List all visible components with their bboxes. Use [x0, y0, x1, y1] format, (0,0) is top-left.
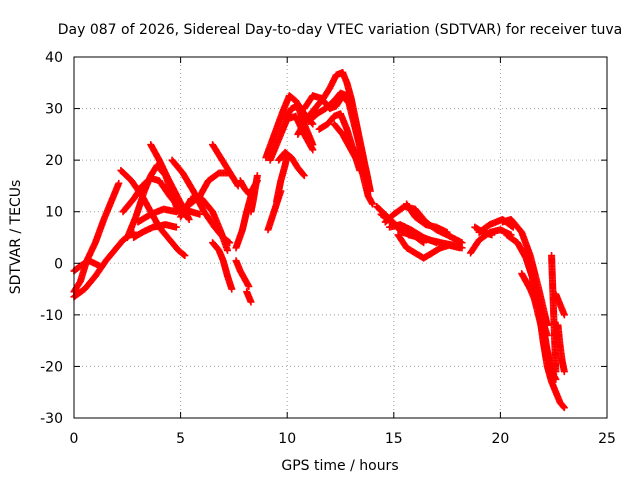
data-point: [552, 375, 560, 383]
y-tick-label: 0: [54, 256, 63, 272]
series-track-3: [70, 257, 104, 275]
data-point: [224, 246, 232, 254]
series-track-15: [232, 257, 253, 290]
series-track-37: [403, 200, 451, 236]
x-tick-label: 5: [176, 431, 185, 447]
y-tick-label: 30: [45, 102, 63, 118]
series-track-36: [394, 231, 464, 262]
series-track-50: [518, 270, 551, 339]
series-track-16: [243, 288, 255, 306]
data-points: [70, 68, 568, 412]
data-point: [228, 285, 236, 293]
y-tick-label: -30: [40, 411, 63, 427]
data-point: [368, 200, 376, 208]
series-track-18: [247, 172, 261, 216]
series-track-11: [177, 195, 232, 254]
data-point: [180, 251, 188, 259]
y-tick-label: -10: [40, 308, 63, 324]
series-track-12: [209, 239, 236, 293]
data-point: [247, 298, 255, 306]
data-point: [560, 403, 568, 411]
data-point: [366, 187, 374, 195]
plot-frame: [73, 56, 608, 419]
data-point: [196, 210, 204, 218]
data-point: [300, 172, 308, 180]
y-tick-label: -20: [40, 359, 63, 375]
series-track-43: [471, 223, 496, 239]
data-point: [488, 231, 496, 239]
y-axis-label: SDTVAR / TECUs: [8, 180, 24, 295]
x-tick-label: 0: [70, 431, 79, 447]
series-track-31: [351, 146, 376, 208]
data-point: [443, 228, 451, 236]
series-track-19: [262, 92, 317, 162]
data-point: [172, 223, 180, 231]
data-point: [458, 239, 466, 247]
series-track-24: [275, 148, 308, 180]
x-tick-label: 15: [385, 431, 403, 447]
x-tick-label: 10: [278, 431, 296, 447]
series-track-6: [130, 221, 180, 241]
x-tick-label: 20: [491, 431, 509, 447]
data-point: [309, 120, 317, 128]
series-track-28: [305, 89, 364, 149]
y-tick-labels: -30 -20 -10 0 10 20 30 40: [40, 50, 63, 427]
axis-ticks: [73, 56, 608, 419]
data-point: [560, 368, 568, 376]
x-tick-labels: 0 5 10 15 20 25: [70, 431, 616, 447]
x-tick-label: 25: [598, 431, 616, 447]
data-point: [245, 282, 253, 290]
data-point: [552, 368, 560, 376]
series-track-23: [264, 187, 285, 234]
series-track-49: [554, 321, 568, 376]
data-point: [115, 179, 123, 187]
series-track-48: [552, 290, 568, 319]
series-track-38: [386, 221, 440, 247]
y-tick-label: 40: [45, 50, 63, 66]
data-point: [560, 404, 568, 412]
data-point: [277, 187, 285, 195]
data-point: [432, 239, 440, 247]
data-point: [456, 244, 464, 252]
series-track-39: [467, 226, 515, 257]
y-tick-label: 20: [45, 153, 63, 169]
series-track-2: [70, 228, 138, 301]
series-track-32: [356, 146, 374, 195]
chart-title: Day 087 of 2026, Sidereal Day-to-day VTE…: [58, 22, 622, 38]
x-axis-label: GPS time / hours: [281, 458, 398, 474]
data-point: [247, 208, 255, 216]
series-track-1: [70, 179, 123, 296]
data-point: [309, 141, 317, 149]
data-point: [543, 331, 551, 339]
y-tick-label: 10: [45, 205, 63, 221]
data-point: [96, 262, 104, 270]
series-track-47: [548, 252, 560, 376]
data-point: [560, 311, 568, 319]
data-point: [185, 215, 193, 223]
data-point: [299, 171, 307, 179]
series-track-13: [209, 141, 242, 190]
data-point: [181, 252, 189, 260]
